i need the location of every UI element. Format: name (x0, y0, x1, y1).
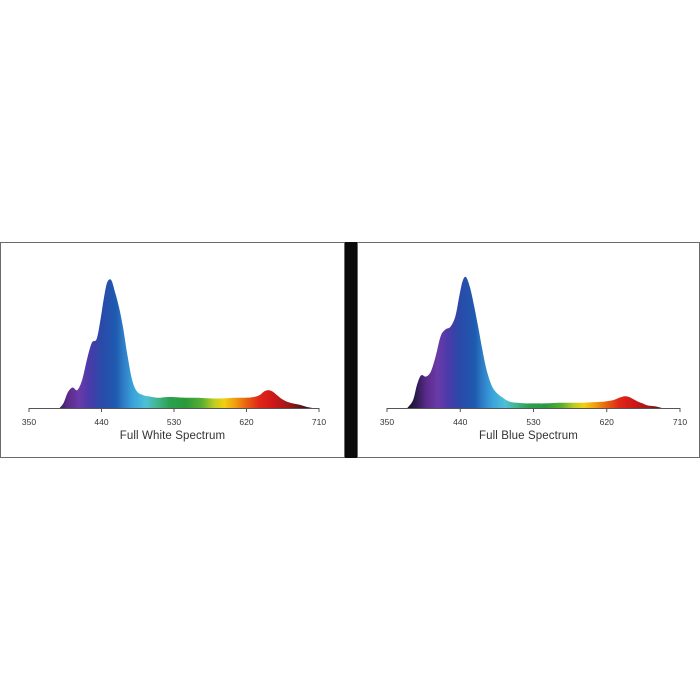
chart-caption: Full White Spectrum (119, 430, 226, 442)
full-white-spectrum-panel: 350 440 530 620 710 Full White Spectrum (0, 242, 345, 458)
spectrum-area (407, 276, 663, 408)
x-tick-label: 710 (312, 417, 326, 427)
x-tick-label: 710 (673, 417, 687, 427)
x-tick-label: 350 (380, 417, 394, 427)
x-tick-label: 350 (22, 417, 36, 427)
x-tick-label: 530 (526, 417, 540, 427)
x-tick-label: 440 (94, 417, 108, 427)
full-blue-spectrum-chart: 350 440 530 620 710 (380, 276, 687, 427)
chart-caption: Full Blue Spectrum (479, 430, 578, 442)
x-tick-label: 620 (239, 417, 253, 427)
panel-divider (345, 242, 357, 458)
x-tick-label: 620 (600, 417, 614, 427)
full-white-spectrum-chart: 350 440 530 620 710 (22, 279, 326, 427)
spectrum-area (59, 279, 313, 408)
x-tick-label: 530 (167, 417, 181, 427)
full-blue-spectrum-panel: 350 440 530 620 710 Full Blue Spectrum (357, 242, 700, 458)
x-tick-label: 440 (453, 417, 467, 427)
